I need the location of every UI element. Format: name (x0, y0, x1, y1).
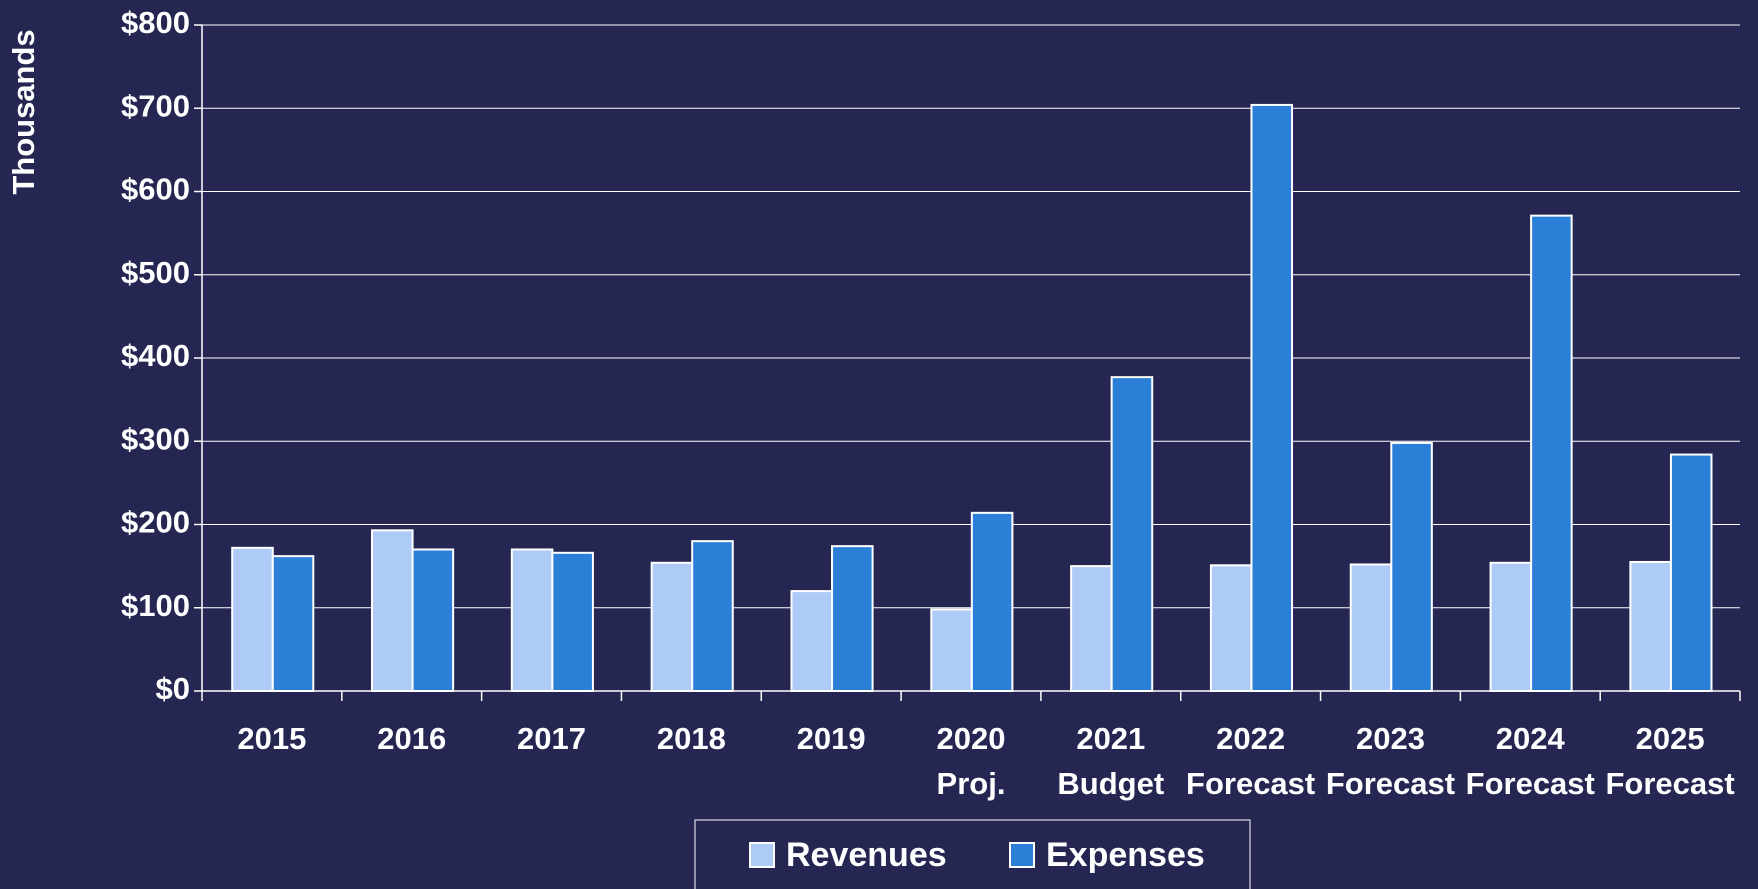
x-tick-label: 2019 (797, 721, 866, 756)
bar (930, 608, 973, 692)
x-tick-label: 2015 (237, 721, 306, 756)
bar (691, 540, 734, 693)
x-tick-label: 2025 Forecast (1605, 721, 1734, 801)
bar (371, 529, 414, 693)
bar (1530, 214, 1573, 693)
y-tick-label: $200 (121, 505, 190, 540)
y-tick-label: $500 (121, 255, 190, 290)
bar (1390, 441, 1433, 693)
bar (271, 555, 315, 693)
bar (231, 546, 274, 692)
bar (1110, 376, 1154, 692)
bar (650, 561, 694, 692)
y-tick-label: $100 (121, 588, 190, 623)
bar (551, 551, 594, 692)
y-axis-label: Thousands (6, 29, 41, 194)
bar (510, 548, 554, 692)
x-tick-label: 2020 Proj. (937, 721, 1006, 801)
x-tick-label: 2022 Forecast (1186, 721, 1315, 801)
y-tick-label: $700 (121, 88, 190, 123)
bar (1669, 453, 1713, 692)
x-tick-label: 2023 Forecast (1326, 721, 1455, 801)
x-tick-label: 2021 Budget (1057, 721, 1164, 801)
y-tick-label: $600 (121, 172, 190, 207)
bar (1349, 563, 1393, 693)
bar (1629, 560, 1672, 693)
bar (831, 545, 874, 693)
bar (970, 511, 1014, 692)
bar (790, 590, 834, 692)
y-tick-label: $400 (121, 338, 190, 373)
x-tick-label: 2024 Forecast (1466, 721, 1595, 801)
bar (1070, 565, 1113, 692)
y-tick-label: $0 (156, 671, 190, 706)
legend-label: Expenses (1046, 836, 1205, 874)
x-tick-label: 2018 (657, 721, 726, 756)
legend-label: Revenues (786, 836, 947, 874)
x-tick-label: 2016 (377, 721, 446, 756)
y-tick-label: $300 (121, 421, 190, 456)
legend-swatch (749, 842, 775, 868)
legend-box (694, 819, 1251, 889)
bar (1250, 103, 1294, 693)
bar (411, 548, 455, 692)
legend-swatch (1009, 842, 1035, 868)
y-tick-label: $800 (121, 5, 190, 40)
bar (1209, 564, 1253, 692)
x-tick-label: 2017 (517, 721, 586, 756)
bar (1489, 561, 1533, 692)
